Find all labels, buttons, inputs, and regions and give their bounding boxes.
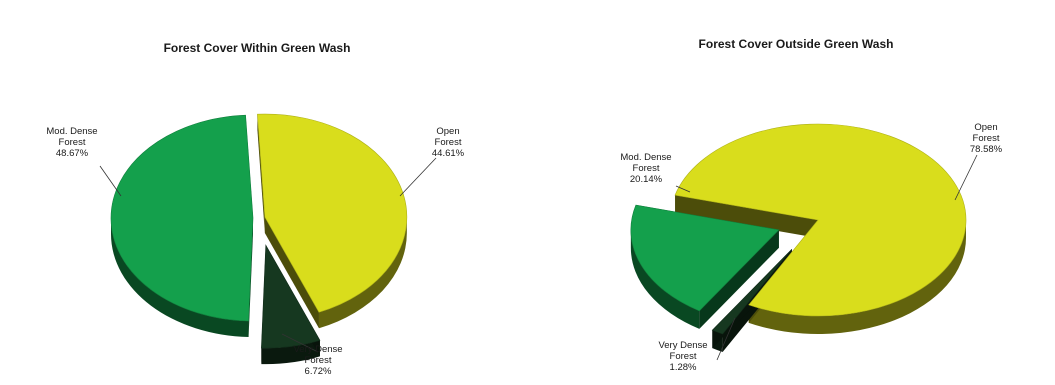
slice-side-open-forest [748, 220, 966, 334]
slice-cut-mod-dense-forest [699, 229, 779, 329]
slice-label-open-forest: Open Forest 44.61% [432, 126, 465, 159]
chart-title: Forest Cover Outside Green Wash [699, 37, 894, 51]
pie-chart-outside-green-wash: Forest Cover Outside Green Wash Open Fore… [620, 37, 1002, 373]
slice-label-mod-dense-forest: Mod. Dense Forest 48.67% [46, 126, 97, 159]
slice-side-mod-dense-forest [111, 218, 249, 337]
slice-label-very-dense-forest: Very Dense Forest 1.28% [658, 340, 707, 373]
slice-label-mod-dense-forest: Mod. Dense Forest 20.14% [620, 152, 671, 185]
slice-side-open-forest [318, 217, 407, 329]
pie-slice-open-forest [257, 113, 408, 313]
leader-line-open-forest [399, 157, 437, 197]
slice-side-very-dense-forest [261, 340, 320, 365]
slice-cut-open-forest [675, 195, 818, 238]
slice-label-very-dense-forest: Very Dense Forest 6.72% [293, 344, 342, 377]
pie-chart-within-green-wash: Forest Cover Within Green Wash Open Fores… [46, 41, 464, 377]
leader-line-very-dense-forest [716, 317, 736, 361]
leader-line-very-dense-forest [281, 333, 319, 353]
leader-line-mod-dense-forest [99, 165, 122, 197]
slice-label-open-forest: Open Forest 78.58% [970, 122, 1003, 155]
pie-slice-mod-dense-forest [630, 204, 780, 312]
slice-cut-open-forest [264, 217, 319, 329]
chart-title: Forest Cover Within Green Wash [164, 41, 351, 55]
pie-slice-very-dense-forest [261, 244, 321, 349]
pie-slice-mod-dense-forest [110, 114, 254, 322]
leader-line-open-forest [954, 154, 978, 201]
leader-line-mod-dense-forest [675, 185, 691, 193]
pie-slice-very-dense-forest [711, 248, 793, 335]
slice-side-mod-dense-forest [630, 229, 700, 329]
pie-slice-open-forest [674, 123, 967, 317]
